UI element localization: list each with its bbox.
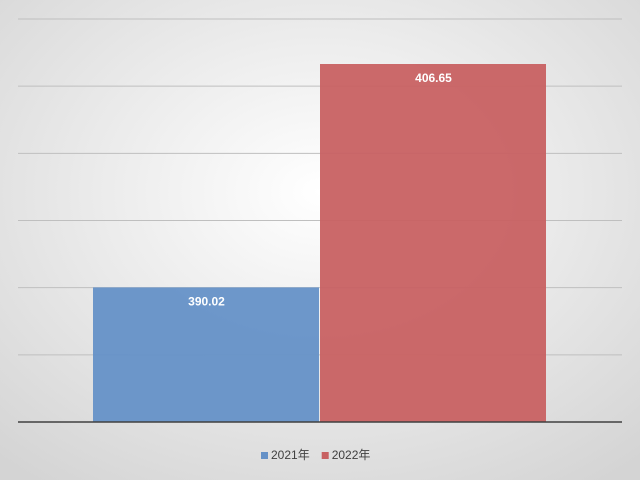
bar <box>93 287 319 422</box>
bar <box>320 64 546 423</box>
legend-swatch <box>321 452 329 459</box>
data-label: 390.02 <box>188 295 225 309</box>
data-label: 406.65 <box>415 71 452 85</box>
legend-label: 2021年 <box>271 448 310 462</box>
legend-swatch <box>261 452 268 459</box>
legend-label: 2022年 <box>332 448 371 462</box>
